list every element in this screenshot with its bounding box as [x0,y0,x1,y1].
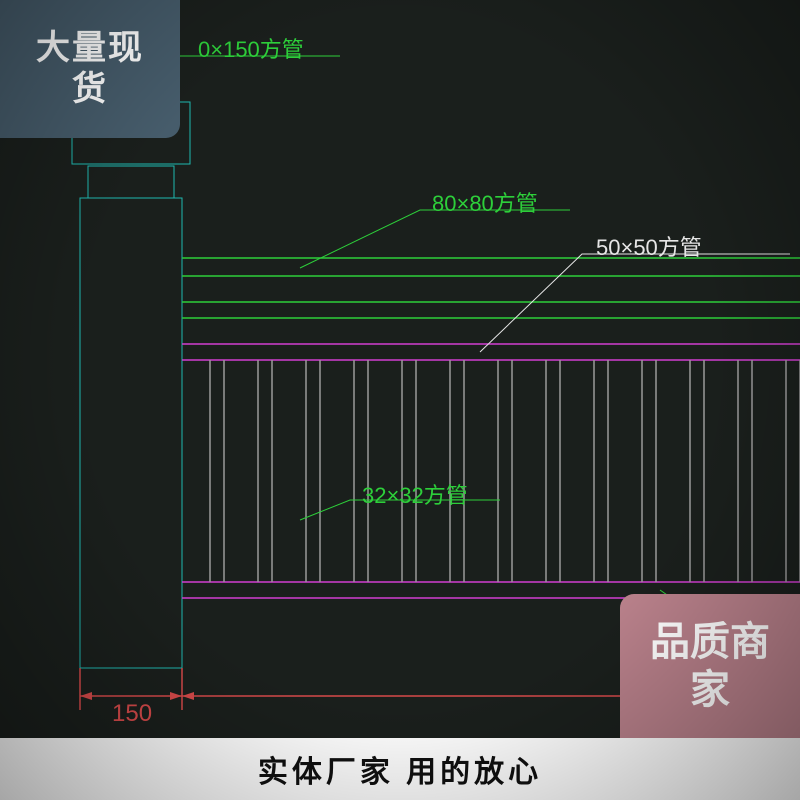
label-top-tube: 0×150方管 [198,32,304,64]
rails-50x50 [182,344,800,598]
label-baluster: 32×32方管 [362,478,468,510]
dim-post-width: 150 [112,700,152,728]
rails-80x80 [182,258,800,318]
post-neck [88,166,174,198]
label-rail-50: 50×50方管 [596,230,702,262]
leader-rail-50 [480,254,790,352]
label-rail-80: 80×80方管 [432,186,538,218]
leader-rail-80 [300,210,570,268]
leaders [132,56,790,636]
badge-top-left: 大量现货 [0,0,180,138]
post-body [80,198,182,668]
post [72,102,190,668]
badge-bottom-right: 品质商家 [620,594,800,738]
bottom-bar: 实体厂家 用的放心 [0,738,800,800]
balusters [210,360,800,582]
